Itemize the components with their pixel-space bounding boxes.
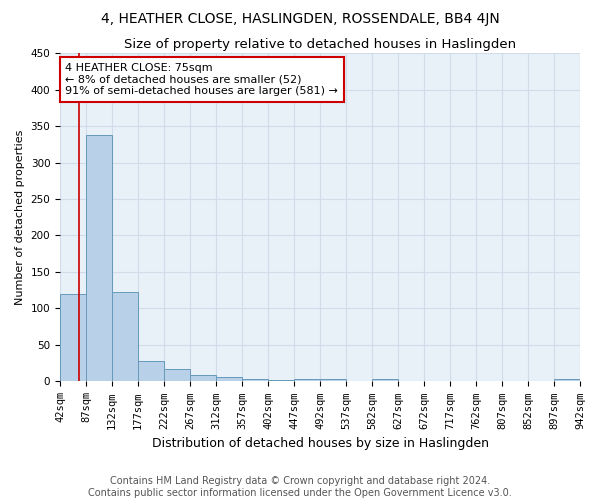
Bar [320, 380, 346, 382]
Text: 4 HEATHER CLOSE: 75sqm
← 8% of detached houses are smaller (52)
91% of semi-deta: 4 HEATHER CLOSE: 75sqm ← 8% of detached … [65, 63, 338, 96]
Bar [164, 369, 190, 382]
Bar [242, 378, 268, 382]
Bar [554, 378, 580, 382]
Bar [60, 294, 86, 382]
Bar [216, 377, 242, 382]
Bar [372, 378, 398, 382]
Bar [86, 135, 112, 382]
Bar [190, 375, 216, 382]
Bar [138, 361, 164, 382]
Bar [112, 292, 138, 382]
Text: 4, HEATHER CLOSE, HASLINGDEN, ROSSENDALE, BB4 4JN: 4, HEATHER CLOSE, HASLINGDEN, ROSSENDALE… [101, 12, 499, 26]
X-axis label: Distribution of detached houses by size in Haslingden: Distribution of detached houses by size … [152, 437, 488, 450]
Bar [268, 380, 294, 382]
Title: Size of property relative to detached houses in Haslingden: Size of property relative to detached ho… [124, 38, 516, 51]
Y-axis label: Number of detached properties: Number of detached properties [15, 130, 25, 305]
Text: Contains HM Land Registry data © Crown copyright and database right 2024.
Contai: Contains HM Land Registry data © Crown c… [88, 476, 512, 498]
Bar [294, 380, 320, 382]
